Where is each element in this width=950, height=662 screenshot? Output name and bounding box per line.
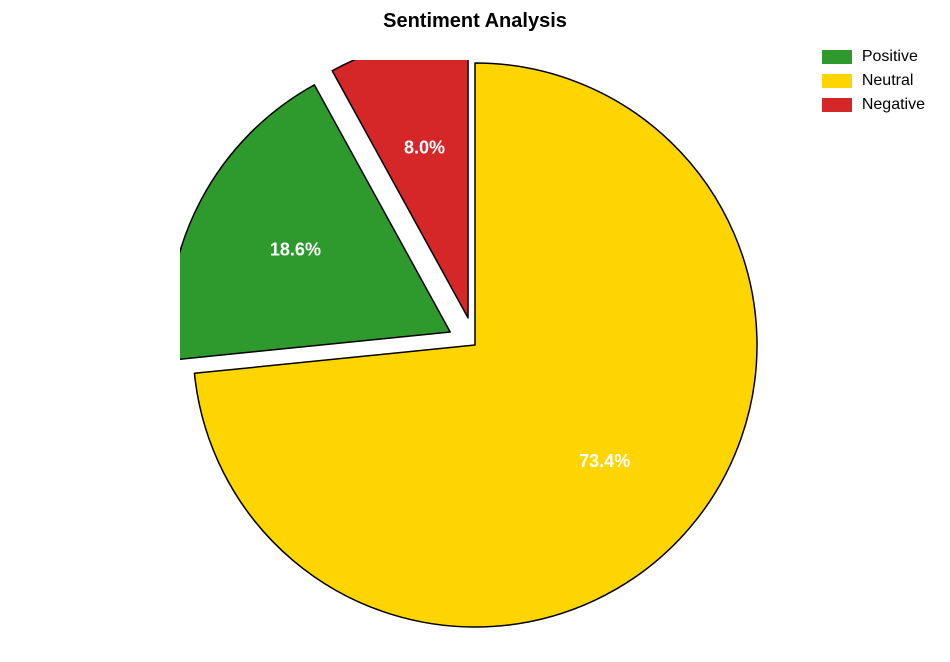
legend-swatch-neutral — [822, 74, 852, 88]
pie-chart: 73.4% 18.6% 8.0% — [180, 60, 770, 640]
legend-swatch-positive — [822, 50, 852, 64]
legend-item-neutral: Neutral — [822, 72, 925, 90]
chart-title: Sentiment Analysis — [0, 10, 950, 33]
chart-container: Sentiment Analysis 73.4% 18.6% 8.0% Positi… — [0, 0, 950, 662]
legend-item-positive: Positive — [822, 48, 925, 66]
legend: Positive Neutral Negative — [822, 48, 925, 120]
legend-item-negative: Negative — [822, 96, 925, 114]
slice-label-neutral: 73.4% — [579, 451, 630, 471]
legend-label-negative: Negative — [862, 96, 925, 114]
legend-label-positive: Positive — [862, 48, 918, 66]
legend-label-neutral: Neutral — [862, 72, 914, 90]
slice-label-positive: 18.6% — [270, 239, 321, 259]
slice-label-negative: 8.0% — [404, 137, 445, 157]
legend-swatch-negative — [822, 98, 852, 112]
